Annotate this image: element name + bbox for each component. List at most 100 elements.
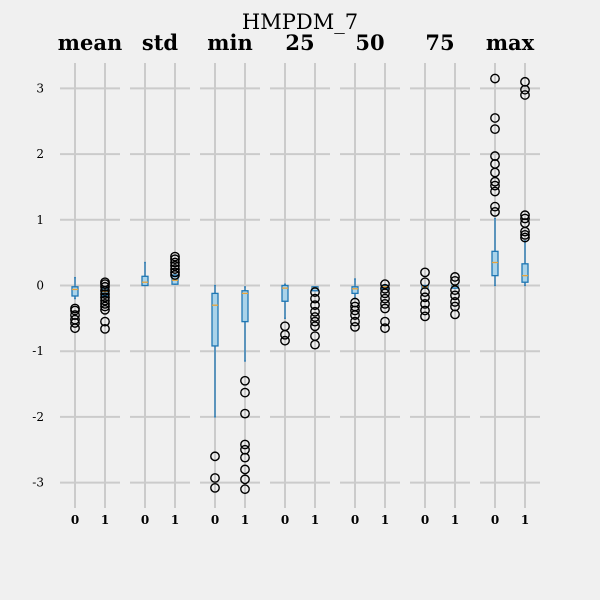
flier-point: [310, 293, 320, 304]
x-tick-label: 0: [71, 513, 79, 527]
iqr-box: [71, 286, 79, 297]
flier-point: [100, 304, 110, 315]
box-std-0: [141, 261, 149, 287]
y-tick-label: 0: [36, 279, 44, 293]
panel-title: max: [486, 30, 535, 55]
x-tick-label: 1: [171, 513, 179, 527]
flier-point: [310, 300, 320, 311]
flier-point: [450, 297, 460, 307]
flier-point: [350, 321, 360, 332]
flier-point: [70, 305, 80, 316]
flier-point: [100, 301, 110, 312]
flier-point: [380, 283, 390, 294]
flier-point: [170, 257, 180, 268]
panel-75: 75 0 1: [420, 30, 460, 527]
flier-point: [450, 309, 460, 320]
panel-25: 25 0 1: [280, 30, 320, 527]
box-75-1: [450, 272, 460, 320]
panel-mean: mean 0 1: [58, 30, 122, 527]
box-min-1: [240, 286, 250, 495]
flier-point: [380, 293, 390, 304]
panel-max: max 0 1: [486, 30, 535, 527]
flier-point: [280, 329, 290, 340]
x-tick-label: 1: [521, 513, 529, 527]
flier-point: [420, 287, 430, 297]
flier-point: [420, 277, 430, 288]
flier-point: [170, 270, 180, 280]
panel-title: 75: [425, 30, 454, 55]
flier-point: [70, 323, 80, 334]
x-tick-label: 1: [451, 513, 459, 527]
x-tick-label: 1: [381, 513, 389, 527]
y-tick-label: 2: [36, 147, 44, 161]
y-tick-label: -3: [32, 476, 44, 490]
panel-50: 50 0 1: [350, 30, 390, 527]
flier-point: [490, 201, 500, 212]
flier-point: [70, 318, 80, 328]
flier-point: [380, 279, 390, 290]
box-mean-1: [100, 277, 110, 334]
flier-point: [380, 323, 390, 334]
flier-point: [170, 260, 180, 271]
flier-point: [380, 298, 390, 309]
y-tick-labels: 3 2 1 0 -1 -2 -3: [32, 81, 44, 489]
iqr-box: [521, 263, 529, 283]
flier-point: [490, 207, 500, 217]
box-min-0: [210, 284, 220, 493]
flier-point: [240, 484, 250, 495]
flier-point: [100, 281, 110, 292]
flier-point: [240, 408, 250, 419]
panel-title: 25: [285, 30, 314, 55]
flier-point: [210, 451, 220, 462]
iqr-box: [491, 250, 499, 277]
flier-point: [210, 482, 220, 493]
panel-title: mean: [58, 30, 122, 55]
flier-point: [100, 298, 110, 309]
flier-point: [100, 316, 110, 327]
flier-point: [420, 298, 430, 309]
flier-point: [350, 305, 360, 316]
flier-point: [350, 316, 360, 327]
x-tick-label: 1: [101, 513, 109, 527]
flier-point: [100, 285, 110, 296]
flier-point: [490, 73, 500, 84]
flier-point: [170, 254, 180, 265]
iqr-box: [281, 284, 289, 302]
chart-title: HMPDM_7: [242, 10, 358, 34]
flier-point: [490, 176, 500, 187]
x-tick-label: 1: [311, 513, 319, 527]
flier-point: [100, 292, 110, 303]
box-mean-0: [70, 276, 80, 334]
y-tick-label: 1: [36, 213, 44, 227]
flier-point: [100, 279, 110, 290]
flier-point: [310, 287, 320, 297]
flier-point: [280, 335, 290, 346]
x-tick-label: 0: [351, 513, 359, 527]
panel-title: 50: [355, 30, 384, 55]
flier-point: [450, 276, 460, 286]
flier-point: [240, 439, 250, 450]
box-std-1: [170, 251, 180, 285]
flier-point: [240, 474, 250, 485]
flier-point: [520, 84, 530, 95]
flier-point: [420, 267, 430, 278]
flier-point: [490, 124, 500, 135]
y-tick-label: -2: [32, 410, 44, 424]
flier-point: [490, 113, 500, 123]
flier-point: [210, 473, 220, 483]
iqr-box: [211, 292, 219, 347]
flier-point: [450, 272, 460, 282]
flier-point: [240, 452, 250, 463]
flier-point: [490, 186, 500, 197]
flier-point: [350, 310, 360, 320]
flier-point: [100, 295, 110, 306]
flier-point: [490, 167, 500, 178]
iqr-box: [141, 275, 149, 287]
box-max-0: [490, 73, 500, 287]
flier-point: [520, 226, 530, 237]
flier-point: [450, 290, 460, 301]
box-max-1: [520, 76, 530, 287]
flier-point: [420, 311, 430, 322]
flier-point: [310, 339, 320, 350]
